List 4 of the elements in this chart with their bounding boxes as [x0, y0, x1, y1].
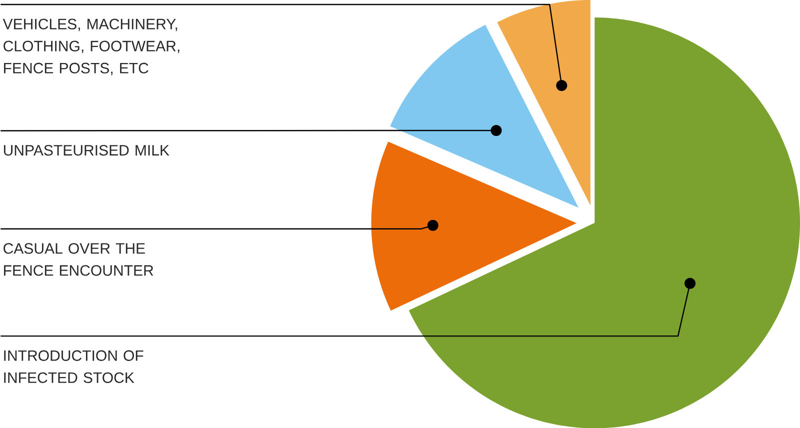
slice-label: INTRODUCTION OF INFECTED STOCK: [4, 350, 144, 383]
slice-label: UNPASTEURISED MILK: [4, 144, 170, 156]
slice-label: VEHICLES, MACHINERY, CLOTHING, FOOTWEAR, FENCE POSTS, ETC: [2, 18, 180, 76]
slice-label: CASUAL OVER THE FENCE ENCOUNTER: [4, 243, 154, 276]
